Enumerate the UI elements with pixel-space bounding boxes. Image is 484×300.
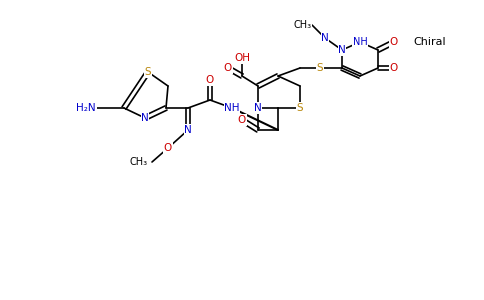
Text: H₂N: H₂N	[76, 103, 96, 113]
Text: S: S	[317, 63, 323, 73]
Text: NH: NH	[353, 37, 367, 47]
Text: N: N	[321, 33, 329, 43]
Text: NH: NH	[224, 103, 240, 113]
Text: S: S	[297, 103, 303, 113]
Text: O: O	[238, 115, 246, 125]
Text: O: O	[206, 75, 214, 85]
Text: N: N	[254, 103, 262, 113]
Text: N: N	[141, 113, 149, 123]
Text: Chiral: Chiral	[414, 37, 446, 47]
Text: CH₃: CH₃	[294, 20, 312, 30]
Text: CH₃: CH₃	[130, 157, 148, 167]
Text: N: N	[338, 45, 346, 55]
Text: O: O	[390, 37, 398, 47]
Text: N: N	[184, 125, 192, 135]
Text: O: O	[224, 63, 232, 73]
Text: S: S	[145, 67, 151, 77]
Text: O: O	[390, 63, 398, 73]
Text: OH: OH	[234, 53, 250, 63]
Text: O: O	[164, 143, 172, 153]
